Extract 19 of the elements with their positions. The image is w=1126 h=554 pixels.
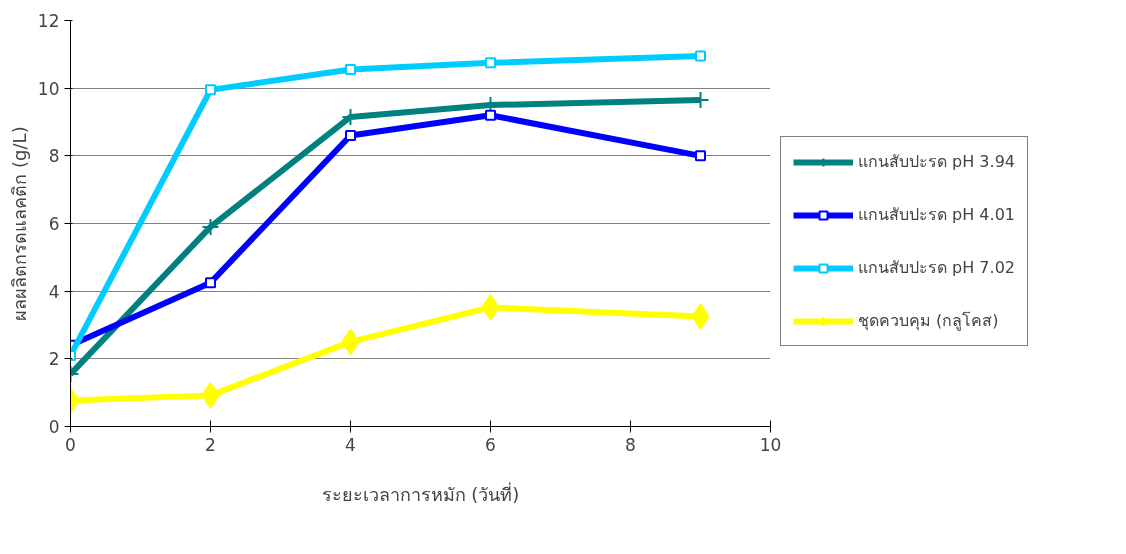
x-tick-label: 4 xyxy=(345,434,356,455)
y-tick-label: 8 xyxy=(48,146,60,167)
legend-label: แกนสับปะรด pH 4.01 xyxy=(858,204,1015,226)
y-tick-label: 2 xyxy=(48,349,60,370)
x-tick-label: 6 xyxy=(485,434,496,455)
y-tick-label: 4 xyxy=(48,281,60,302)
x-tick-label: 2 xyxy=(205,434,216,455)
y-tick-label: 10 xyxy=(37,78,60,99)
y-axis-title: ผลผลิตกรดแลคติก (g/L) xyxy=(8,126,30,321)
y-tick-label: 0 xyxy=(48,417,60,437)
y-tick-label: 12 xyxy=(37,11,60,31)
legend-label: แกนสับปะรด pH 7.02 xyxy=(858,257,1015,279)
legend-label: แกนสับปะรด pH 3.94 xyxy=(858,151,1015,173)
y-tick-label: 6 xyxy=(48,214,60,234)
x-axis-title: ระยะเวลาการหมัก (วันที่) xyxy=(321,481,520,505)
x-tick-label: 8 xyxy=(625,434,636,455)
x-tick-label: 10 xyxy=(759,434,782,455)
x-tick-label: 0 xyxy=(65,434,76,455)
legend-label: ชุดควบคุม (กลูโคส) xyxy=(858,310,999,333)
